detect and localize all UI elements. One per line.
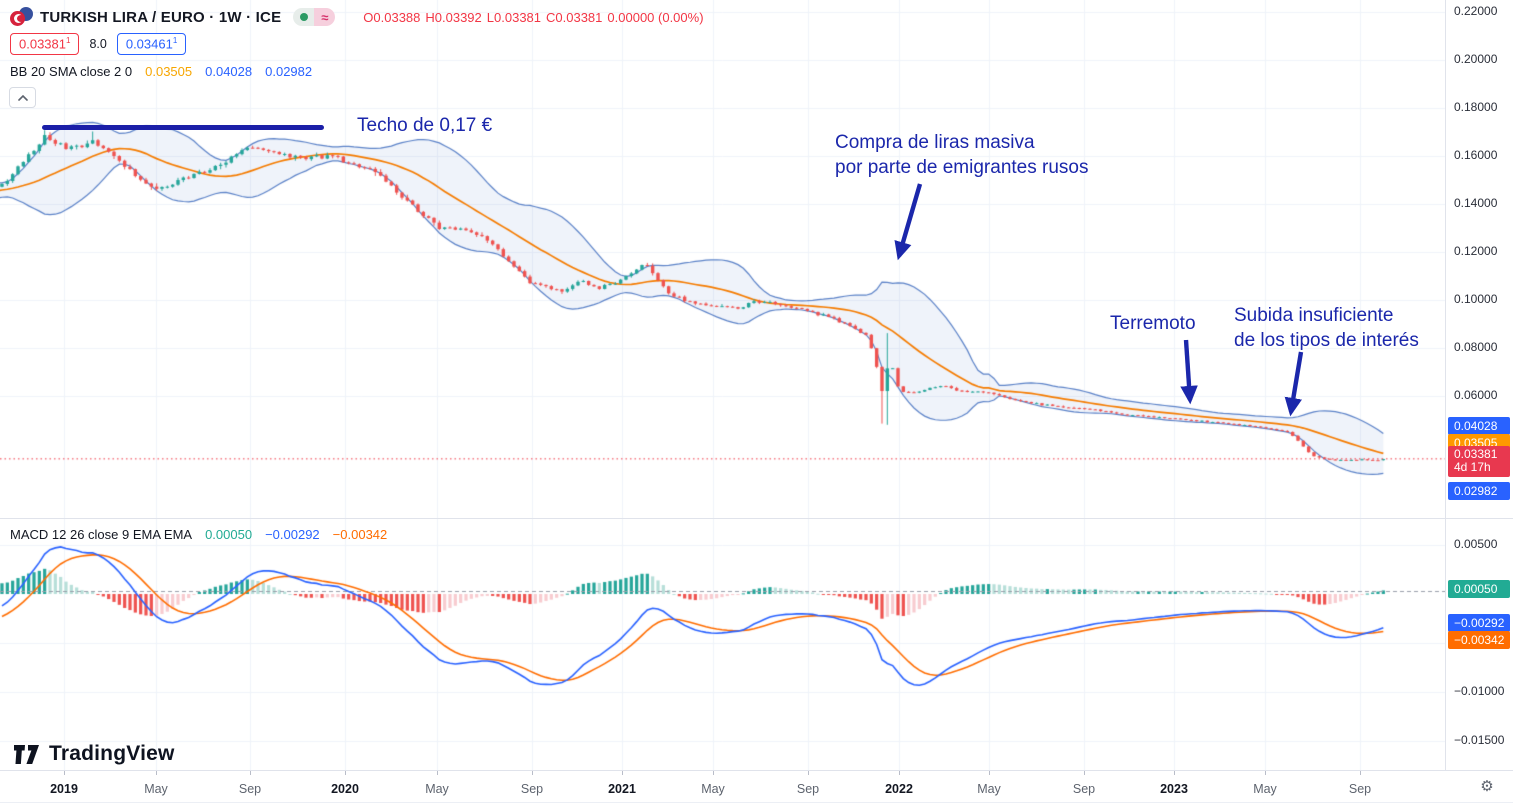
axis-tick: −0.01000 (1454, 684, 1505, 698)
buy-price-button[interactable]: 0.034611 (116, 33, 187, 56)
spread-value: 8.0 (89, 37, 107, 52)
axis-tick: 0.16000 (1454, 148, 1498, 162)
axis-price-label[interactable]: −0.00292 (1448, 614, 1510, 632)
time-tick-mark (622, 771, 623, 775)
macd-line-value: −0.00292 (265, 527, 320, 542)
time-label-month[interactable]: Sep (520, 782, 544, 796)
sell-price-button[interactable]: 0.033811 (10, 33, 80, 56)
time-tick-mark (1360, 771, 1361, 775)
collapse-pane-button[interactable] (9, 87, 36, 108)
axis-tick: 0.12000 (1454, 244, 1498, 258)
axis-tick: −0.01500 (1454, 733, 1505, 747)
time-label-month[interactable]: Sep (238, 782, 262, 796)
annotation-ceiling-text[interactable]: Techo de 0,17 € (357, 115, 493, 136)
timezone-settings-gear-icon[interactable]: ⚙ (1480, 778, 1494, 795)
macd-hist-value: 0.00050 (205, 527, 253, 542)
bollinger-basis-value: 0.03505 (145, 64, 193, 79)
time-tick-mark (1084, 771, 1085, 775)
annotation-compra-line2: por parte de emigrantes rusos (835, 157, 1089, 178)
time-label-year[interactable]: 2021 (608, 782, 636, 796)
time-label-month[interactable]: May (425, 782, 449, 796)
ceiling-trendline[interactable] (42, 125, 324, 130)
chevron-up-icon (17, 94, 28, 101)
axis-price-label[interactable]: −0.00342 (1448, 631, 1510, 649)
time-label-month[interactable]: Sep (796, 782, 820, 796)
time-tick-mark (156, 771, 157, 775)
time-tick-mark (437, 771, 438, 775)
symbol-pair-logo-icon (10, 7, 34, 27)
time-tick-mark (345, 771, 346, 775)
axis-tick: 0.22000 (1454, 4, 1498, 18)
axis-price-label[interactable]: 0.02982 (1448, 482, 1510, 500)
time-label-year[interactable]: 2023 (1160, 782, 1188, 796)
market-status-badge[interactable]: ≈ (293, 8, 336, 26)
bollinger-legend-row[interactable]: BB 20 SMA close 2 0 0.03505 0.04028 0.02… (10, 64, 312, 79)
axis-tick: 0.10000 (1454, 292, 1498, 306)
annotation-subida-line1: Subida insuficiente (1234, 305, 1394, 326)
symbol-title[interactable]: TURKISH LIRA / EURO · 1W · ICE (40, 8, 282, 26)
annotation-subida-line2: de los tipos de interés (1234, 330, 1419, 351)
time-tick-mark (899, 771, 900, 775)
macd-legend-label: MACD 12 26 close 9 EMA EMA (10, 527, 193, 542)
tradingview-watermark-text: TradingView (49, 742, 175, 765)
ask-flag: 1 (172, 36, 178, 45)
time-label-year[interactable]: 2020 (331, 782, 359, 796)
axis-price-label[interactable]: 0.00050 (1448, 580, 1510, 598)
ohlc-change: 0.00000 (0.00%) (607, 9, 704, 25)
time-tick-mark (1174, 771, 1175, 775)
time-tick-mark (64, 771, 65, 775)
time-tick-mark (713, 771, 714, 775)
time-label-month[interactable]: May (1253, 782, 1277, 796)
price-axis[interactable]: 0.22000 0.20000 0.18000 0.16000 0.14000 0.120… (1445, 0, 1513, 770)
time-label-month[interactable]: May (144, 782, 168, 796)
bid-ask-row: 0.033811 8.0 0.034611 (10, 33, 187, 56)
macd-legend-row[interactable]: MACD 12 26 close 9 EMA EMA 0.00050 −0.00… (10, 527, 387, 542)
tradingview-logo-icon (14, 744, 39, 764)
time-label-month[interactable]: Sep (1072, 782, 1096, 796)
ohlc-close: C0.03381 (546, 9, 603, 25)
macd-signal-value: −0.00342 (332, 527, 388, 542)
axis-tick: 0.06000 (1454, 388, 1498, 402)
axis-tick: 0.14000 (1454, 196, 1498, 210)
turkey-flag-icon (10, 11, 25, 26)
time-tick-mark (808, 771, 809, 775)
annotation-subida-text[interactable]: Subida insuficiente de los tipos de inte… (1234, 303, 1419, 353)
bid-flag: 1 (66, 36, 71, 45)
pane-divider[interactable] (0, 518, 1513, 519)
axis-price-label[interactable]: 0.03381 4d 17h (1448, 445, 1510, 477)
time-tick-mark (250, 771, 251, 775)
axis-tick: 0.18000 (1454, 100, 1498, 114)
ohlc-values: O0.03388 H0.03392 L0.03381 C0.03381 0.00… (363, 10, 703, 25)
time-tick-mark (1265, 771, 1266, 775)
annotation-compra-text[interactable]: Compra de liras masiva por parte de emig… (835, 130, 1088, 180)
chart-canvas[interactable] (0, 0, 1445, 770)
bollinger-legend-label: BB 20 SMA close 2 0 (10, 64, 133, 79)
time-tick-mark (532, 771, 533, 775)
approx-data-icon: ≈ (314, 8, 336, 26)
time-tick-mark (989, 771, 990, 775)
time-label-month[interactable]: May (701, 782, 725, 796)
axis-price-label[interactable]: 0.04028 (1448, 417, 1510, 435)
market-open-dot-icon (293, 8, 315, 26)
time-label-month[interactable]: Sep (1348, 782, 1372, 796)
axis-tick: 0.00500 (1454, 537, 1498, 551)
symbol-legend-row: TURKISH LIRA / EURO · 1W · ICE ≈ O0.0338… (10, 7, 704, 27)
annotation-compra-line1: Compra de liras masiva (835, 132, 1035, 153)
ohlc-high: H0.03392 (425, 9, 482, 25)
axis-tick: 0.08000 (1454, 340, 1498, 354)
ohlc-low: L0.03381 (486, 9, 542, 25)
annotation-terremoto-text[interactable]: Terremoto (1110, 313, 1196, 334)
time-label-year[interactable]: 2019 (50, 782, 78, 796)
tradingview-watermark[interactable]: TradingView (14, 742, 175, 766)
axis-tick: 0.20000 (1454, 52, 1498, 66)
ohlc-open: O0.03388 (363, 9, 421, 25)
bollinger-upper-value: 0.04028 (205, 64, 253, 79)
time-label-month[interactable]: May (977, 782, 1001, 796)
time-axis[interactable]: 2019 May Sep 2020 May Sep 2021 May Sep 2022 May Sep… (0, 770, 1513, 809)
time-label-year[interactable]: 2022 (885, 782, 913, 796)
bollinger-lower-value: 0.02982 (265, 64, 313, 79)
